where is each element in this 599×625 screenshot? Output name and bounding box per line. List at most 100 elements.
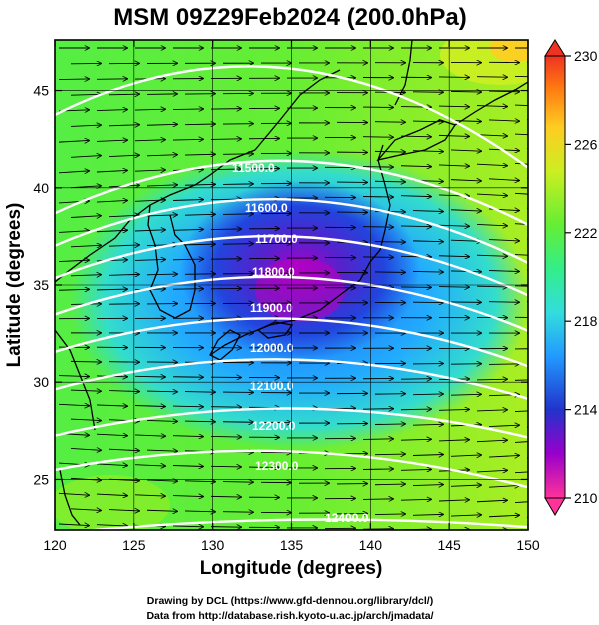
wind-arrow xyxy=(146,480,177,481)
y-axis-ticks: 25 30 35 40 45 xyxy=(33,83,528,487)
wind-arrow xyxy=(476,224,507,225)
wind-arrow xyxy=(184,154,215,155)
wind-arrow xyxy=(488,271,519,272)
contour-label: 11500.0 xyxy=(232,161,275,175)
wind-arrow xyxy=(438,409,469,410)
wind-arrow xyxy=(172,436,203,437)
wind-arrow xyxy=(172,259,203,260)
wind-arrow xyxy=(134,109,165,110)
wind-arrow xyxy=(450,515,481,516)
wind-arrow xyxy=(450,210,481,211)
map-title: MSM 09Z29Feb2024 (200.0hPa) xyxy=(113,4,467,31)
wind-arrow xyxy=(476,255,507,256)
wind-arrow xyxy=(210,229,241,230)
wind-arrow xyxy=(172,496,203,497)
wind-arrow xyxy=(134,435,165,436)
wind-arrow xyxy=(400,469,431,470)
wind-arrow xyxy=(514,285,528,287)
wind-arrow xyxy=(514,501,528,503)
wind-arrow xyxy=(412,485,443,486)
wind-arrow xyxy=(70,186,101,188)
wind-arrow xyxy=(96,434,127,436)
wind-arrow xyxy=(488,425,519,426)
wind-arrow xyxy=(526,516,528,518)
wind-arrow xyxy=(450,240,481,241)
wind-arrow xyxy=(400,439,431,440)
wind-arrow xyxy=(476,106,507,107)
wind-arrow xyxy=(184,392,215,393)
wind-arrow xyxy=(96,140,127,141)
wind-arrow xyxy=(210,169,241,170)
wind-arrow xyxy=(134,495,165,496)
wind-arrow xyxy=(488,455,519,457)
wind-arrow xyxy=(146,94,177,95)
wind-arrow xyxy=(58,493,89,495)
contour-label: 12400.0 xyxy=(325,511,369,525)
credit-data: Data from http://database.rish.kyoto-u.a… xyxy=(146,610,433,622)
colorbar-min-triangle xyxy=(544,497,566,516)
wind-arrow xyxy=(412,394,443,395)
wind-arrow xyxy=(450,485,481,486)
contour-label: 12200.0 xyxy=(252,419,296,433)
wind-arrow xyxy=(146,124,177,125)
wind-arrow xyxy=(476,470,507,472)
wind-arrow xyxy=(374,151,405,152)
wind-arrow xyxy=(146,450,177,451)
wind-arrow xyxy=(374,122,405,123)
wind-arrow xyxy=(134,405,165,406)
contour-label: 12300.0 xyxy=(255,459,299,473)
wind-arrow xyxy=(70,245,101,247)
wind-arrow xyxy=(222,154,253,155)
wind-arrow xyxy=(222,512,253,513)
y-axis-label: Latitude (degrees) xyxy=(4,203,25,368)
wind-arrow xyxy=(96,494,127,496)
wind-arrow xyxy=(412,241,443,242)
wind-arrow xyxy=(172,465,203,466)
wind-arrow xyxy=(488,240,519,241)
wind-arrow xyxy=(488,302,519,303)
wind-arrow xyxy=(70,509,101,511)
wind-arrow xyxy=(172,139,203,140)
wind-arrow xyxy=(362,469,393,470)
taiwan-coast xyxy=(59,469,81,526)
wind-arrow xyxy=(438,287,469,288)
wind-arrow xyxy=(514,410,528,413)
wind-arrow xyxy=(438,440,469,441)
china-east-coast xyxy=(55,329,96,431)
wind-arrow xyxy=(438,256,469,257)
wind-arrow xyxy=(476,164,507,166)
wind-arrow xyxy=(96,200,127,202)
wind-arrow xyxy=(438,500,469,501)
y-tick-label: 25 xyxy=(33,471,49,487)
wind-arrow xyxy=(400,409,431,410)
wind-arrow xyxy=(438,135,469,136)
contour-label: 11900.0 xyxy=(250,301,293,315)
warmest-region xyxy=(490,40,528,62)
colorbar-tick-label: 218 xyxy=(574,313,598,329)
wind-arrow xyxy=(362,167,393,168)
wind-arrow xyxy=(58,289,89,290)
wind-arrow xyxy=(70,419,101,421)
wind-arrow xyxy=(476,500,507,502)
contour-label: 11600.0 xyxy=(245,201,288,215)
wind-arrow xyxy=(210,466,241,467)
wind-arrow xyxy=(412,424,443,425)
credit-drawing: Drawing by DCL (https://www.gfd-dennou.o… xyxy=(147,595,433,607)
wind-arrow xyxy=(146,155,177,156)
y-tick-label: 45 xyxy=(33,83,49,99)
wind-arrow xyxy=(134,170,165,171)
wind-arrow xyxy=(184,421,215,422)
x-tick-label: 150 xyxy=(516,537,540,553)
wind-arrow xyxy=(58,171,89,173)
wind-arrow xyxy=(412,211,443,212)
wind-arrow xyxy=(450,121,481,122)
wind-arrow xyxy=(146,510,177,511)
wind-arrow xyxy=(488,120,519,121)
asian-mainland-coast xyxy=(55,69,341,283)
wind-arrow xyxy=(476,135,507,136)
wind-arrow xyxy=(438,106,469,107)
x-tick-label: 140 xyxy=(359,537,383,553)
wind-arrow xyxy=(438,165,469,166)
wind-arrow xyxy=(476,77,507,78)
wind-arrow xyxy=(362,439,393,440)
